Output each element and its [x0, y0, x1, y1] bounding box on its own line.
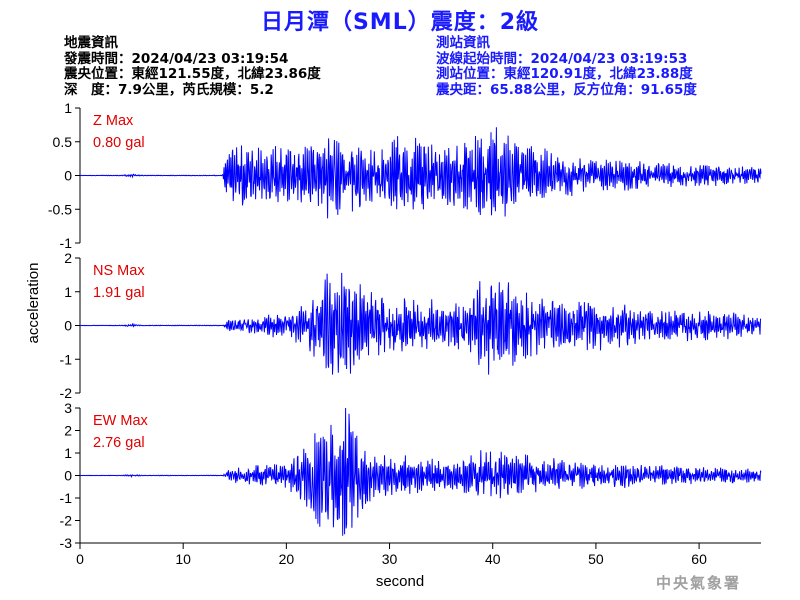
y-tick-label: -2 [60, 385, 73, 401]
panel-z: -1 -0.5 0 0.5 1 Z Max 0.80 gal [48, 100, 762, 251]
x-axis-label: second [376, 573, 424, 590]
station-location: 測站位置：東經120.91度，北緯23.88度 [436, 66, 693, 82]
y-tick-label: 0 [64, 318, 72, 334]
y-tick-label: -2 [60, 513, 73, 529]
panel-ns: -2 -1 0 1 2 NS Max 1.91 gal [60, 250, 762, 401]
panel-ew: -3 -2 -1 0 1 2 3 EW Max 2.76 gal [60, 400, 762, 551]
y-tick-label: 0 [64, 468, 72, 484]
x-tick-label: 20 [279, 551, 295, 567]
y-tick-label: 2 [64, 250, 72, 266]
y-tick-label: -0.5 [48, 201, 72, 217]
trace-ns [79, 272, 762, 375]
origin-time: 發震時間：2024/04/23 03:19:54 [64, 50, 289, 67]
station-info-panel: 測站資訊 波線起始時間：2024/04/23 03:19:53 測站位置：東經1… [436, 35, 697, 98]
y-axis-label: acceleration [25, 263, 42, 344]
x-tick-label: 60 [691, 551, 707, 567]
x-tick-label: 10 [175, 551, 191, 567]
max-label-name: NS Max [93, 263, 145, 279]
max-label-value: 0.80 gal [93, 135, 145, 151]
y-tick-label: 3 [64, 400, 72, 416]
earthquake-info-heading: 地震資訊 [64, 35, 118, 51]
y-tick-label: 1 [64, 100, 72, 116]
y-tick-label: 0 [64, 168, 72, 184]
earthquake-info-panel: 地震資訊 發震時間：2024/04/23 03:19:54 震央位置：東經121… [64, 35, 321, 98]
y-tick-label: -1 [60, 235, 73, 251]
trace-z [79, 127, 762, 219]
x-tick-label: 40 [485, 551, 501, 567]
max-label-name: Z Max [93, 113, 134, 129]
y-tick-label: 1 [64, 284, 72, 300]
y-tick-label: -1 [60, 351, 73, 367]
y-tick-label: 1 [64, 445, 72, 461]
max-label-value: 1.91 gal [93, 285, 145, 301]
x-tick-label: 0 [76, 551, 84, 567]
y-tick-label: 0.5 [53, 134, 73, 150]
x-tick-label: 50 [588, 551, 604, 567]
trace-ew [80, 407, 762, 536]
max-label-value: 2.76 gal [93, 435, 145, 451]
wave-start-time: 波線起始時間：2024/04/23 03:19:53 [436, 50, 688, 67]
epicentral-distance: 震央距：65.88公里，反方位角：91.65度 [436, 81, 697, 98]
epicenter-location: 震央位置：東經121.55度，北緯23.86度 [64, 66, 321, 82]
cwa-logo-text: 中央氣象署 [656, 574, 742, 592]
max-label-name: EW Max [93, 413, 149, 429]
y-tick-label: -3 [60, 535, 73, 551]
y-tick-label: -1 [60, 490, 73, 506]
y-tick-label: 2 [64, 423, 72, 439]
station-info-heading: 測站資訊 [436, 35, 490, 51]
depth-magnitude: 深 度：7.9公里，芮氏規模：5.2 [64, 81, 274, 98]
page-title: 日月潭（SML）震度：2級 [260, 10, 540, 35]
x-tick-label: 30 [382, 551, 398, 567]
